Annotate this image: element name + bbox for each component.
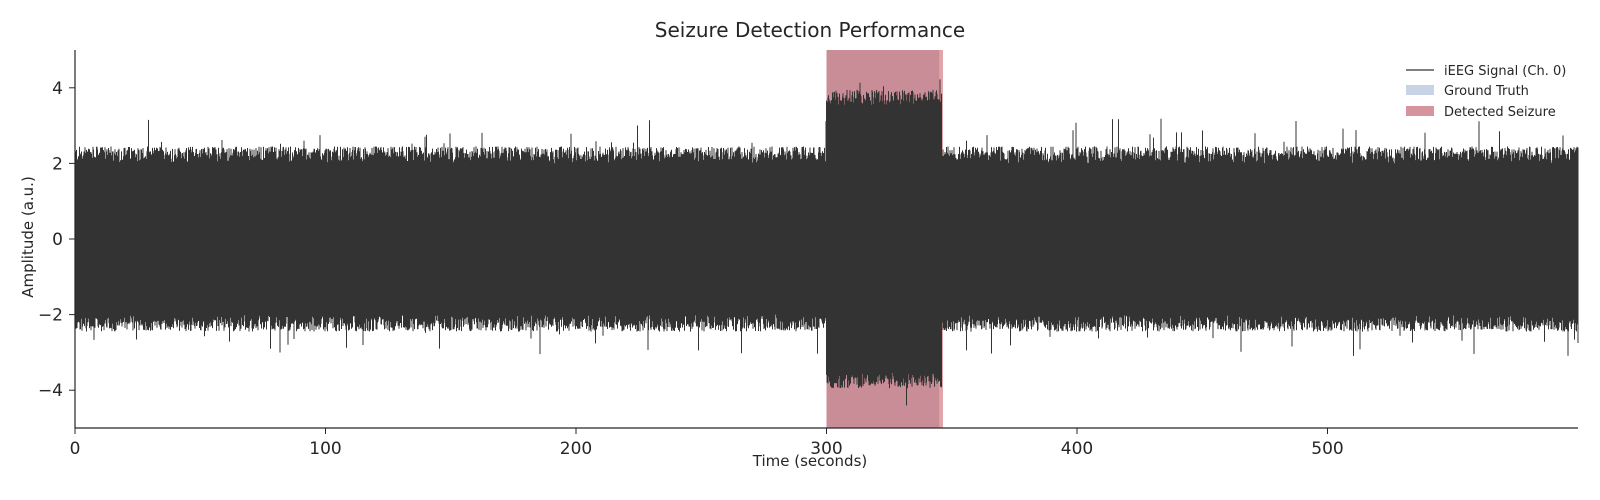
x-tick-label: 400 xyxy=(1061,439,1093,459)
signal-line xyxy=(74,79,1579,406)
y-axis-label: Amplitude (a.u.) xyxy=(19,176,37,298)
y-tick-label: −4 xyxy=(38,381,63,401)
x-ticks: 0 100 200 300 400 500 xyxy=(70,428,1344,459)
x-tick-label: 300 xyxy=(810,439,842,459)
legend-ground-truth-label: Ground Truth xyxy=(1444,84,1529,99)
legend-signal-label: iEEG Signal (Ch. 0) xyxy=(1444,64,1566,79)
x-tick-label: 0 xyxy=(70,439,81,459)
signal-layer xyxy=(74,79,1579,406)
axes: 0 100 200 300 400 500 −4 −2 0 2 4 xyxy=(38,50,1578,459)
legend-ground-truth-swatch xyxy=(1406,85,1434,95)
x-tick-label: 500 xyxy=(1311,439,1343,459)
legend-detected-swatch xyxy=(1406,106,1434,116)
y-ticks: −4 −2 0 2 4 xyxy=(38,79,75,401)
chart-title: Seizure Detection Performance xyxy=(655,18,965,42)
x-axis-label: Time (seconds) xyxy=(752,452,868,470)
x-tick-label: 100 xyxy=(309,439,341,459)
legend-detected-label: Detected Seizure xyxy=(1444,105,1556,120)
y-tick-label: 0 xyxy=(52,230,63,250)
x-tick-label: 200 xyxy=(560,439,592,459)
y-tick-label: 2 xyxy=(52,154,63,174)
legend: iEEG Signal (Ch. 0) Ground Truth Detecte… xyxy=(1406,64,1566,120)
y-tick-label: 4 xyxy=(52,79,63,99)
y-tick-label: −2 xyxy=(38,306,63,326)
